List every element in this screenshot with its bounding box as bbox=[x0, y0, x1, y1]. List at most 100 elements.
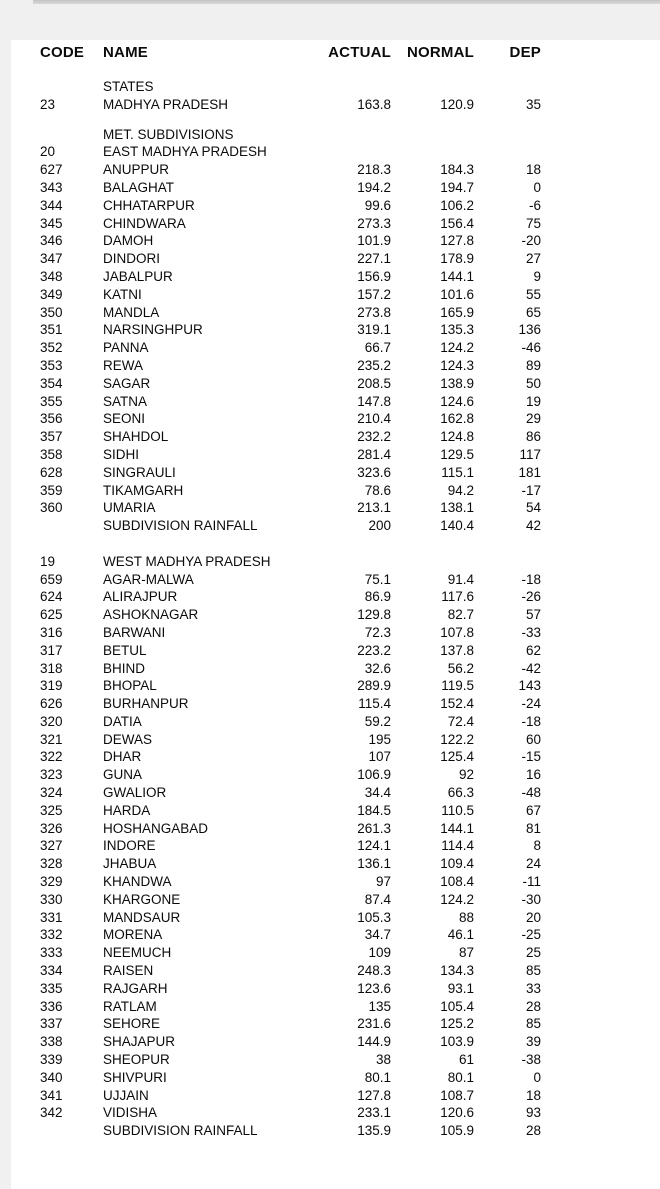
table-row: 319 BHOPAL 289.9 119.5 143 bbox=[40, 677, 541, 695]
cell-normal: 138.9 bbox=[440, 375, 474, 391]
cell-code bbox=[40, 517, 103, 535]
cell-dep: 57 bbox=[525, 607, 541, 623]
cell-actual: 231.6 bbox=[357, 1016, 391, 1032]
cell-normal: 94.2 bbox=[447, 482, 474, 498]
cell-normal: 107.8 bbox=[440, 624, 474, 640]
cell-actual: 72.3 bbox=[364, 624, 391, 640]
cell-dep: 54 bbox=[525, 500, 541, 516]
cell-dep: 19 bbox=[525, 393, 541, 409]
cell-code: 19 bbox=[40, 553, 56, 569]
cell-normal: 124.8 bbox=[440, 429, 474, 445]
cell-actual bbox=[311, 78, 391, 96]
cell-dep: 25 bbox=[525, 945, 541, 961]
cell-actual: 323.6 bbox=[357, 464, 391, 480]
cell-name: BHIND bbox=[103, 660, 146, 676]
cell-dep: 85 bbox=[525, 963, 541, 979]
table-row: 358 SIDHI 281.4 129.5 117 bbox=[40, 446, 541, 464]
table-row: 350 MANDLA 273.8 165.9 65 bbox=[40, 304, 541, 322]
cell-name: SEONI bbox=[103, 411, 146, 427]
cell-name: SEHORE bbox=[103, 1016, 161, 1032]
cell-actual: 248.3 bbox=[357, 963, 391, 979]
cell-actual: 194.2 bbox=[357, 179, 391, 195]
cell-code: 328 bbox=[40, 856, 63, 872]
cell-code: 330 bbox=[40, 891, 63, 907]
cell-code: 319 bbox=[40, 678, 63, 694]
table-row: 359 TIKAMGARH 78.6 94.2 -17 bbox=[40, 482, 541, 500]
cell-dep: 89 bbox=[525, 357, 541, 373]
cell-normal: 127.8 bbox=[440, 233, 474, 249]
cell-code: 627 bbox=[40, 162, 63, 178]
cell-dep: 50 bbox=[525, 375, 541, 391]
cell-normal: 162.8 bbox=[440, 411, 474, 427]
cell-actual: 86.9 bbox=[364, 589, 391, 605]
table-row: 322 DHAR 107 125.4 -15 bbox=[40, 748, 541, 766]
cell-dep: -6 bbox=[528, 197, 541, 213]
table-row: 349 KATNI 157.2 101.6 55 bbox=[40, 286, 541, 304]
cell-dep bbox=[474, 553, 541, 571]
header-code: CODE bbox=[40, 44, 85, 61]
cell-name: VIDISHA bbox=[103, 1105, 158, 1121]
table-row: 338 SHAJAPUR 144.9 103.9 39 bbox=[40, 1033, 541, 1051]
table-row: 327 INDORE 124.1 114.4 8 bbox=[40, 837, 541, 855]
cell-name: DEWAS bbox=[103, 731, 153, 747]
cell-normal: 165.9 bbox=[440, 304, 474, 320]
cell-normal: 124.3 bbox=[440, 357, 474, 373]
cell-normal: 124.2 bbox=[440, 340, 474, 356]
cell-dep: -24 bbox=[521, 696, 541, 712]
cell-code: 20 bbox=[40, 144, 56, 160]
cell-code: 357 bbox=[40, 429, 63, 445]
table-row: 324 GWALIOR 34.4 66.3 -48 bbox=[40, 784, 541, 802]
cell-normal: 194.7 bbox=[440, 179, 474, 195]
cell-name: ANUPPUR bbox=[103, 162, 170, 178]
cell-name: KHANDWA bbox=[103, 874, 172, 890]
cell-actual: 129.8 bbox=[357, 607, 391, 623]
cell-normal: 101.6 bbox=[440, 286, 474, 302]
cell-actual: 34.4 bbox=[364, 785, 391, 801]
cell-dep: 18 bbox=[525, 1087, 541, 1103]
cell-name: INDORE bbox=[103, 838, 156, 854]
cell-name: SUBDIVISION RAINFALL bbox=[103, 1123, 258, 1139]
cell-code: 624 bbox=[40, 589, 63, 605]
table-row: 355 SATNA 147.8 124.6 19 bbox=[40, 393, 541, 411]
cell-dep: -17 bbox=[521, 482, 541, 498]
cell-normal: 80.1 bbox=[447, 1069, 474, 1085]
section-label-row: STATES bbox=[40, 78, 541, 96]
cell-normal: 144.1 bbox=[440, 820, 474, 836]
cell-dep: 16 bbox=[525, 767, 541, 783]
cell-normal bbox=[391, 126, 474, 144]
header-dep: DEP bbox=[509, 44, 541, 61]
cell-name: SHAJAPUR bbox=[103, 1034, 176, 1050]
cell-actual: 200 bbox=[368, 518, 391, 534]
cell-name: KHARGONE bbox=[103, 891, 181, 907]
cell-dep: 33 bbox=[525, 980, 541, 996]
cell-dep: 20 bbox=[525, 909, 541, 925]
cell-normal: 156.4 bbox=[440, 215, 474, 231]
cell-actual: 99.6 bbox=[364, 197, 391, 213]
cell-name: SIDHI bbox=[103, 446, 140, 462]
cell-dep: 117 bbox=[519, 446, 541, 462]
cell-name: JHABUA bbox=[103, 856, 157, 872]
cell-actual: 80.1 bbox=[364, 1069, 391, 1085]
table-row: 354 SAGAR 208.5 138.9 50 bbox=[40, 375, 541, 393]
cell-actual: 66.7 bbox=[364, 340, 391, 356]
table-row: 323 GUNA 106.9 92 16 bbox=[40, 766, 541, 784]
cell-code: 346 bbox=[40, 233, 63, 249]
cell-name: MET. SUBDIVISIONS bbox=[103, 126, 234, 142]
cell-actual: 107 bbox=[368, 749, 391, 765]
cell-dep: 8 bbox=[533, 838, 541, 854]
cell-normal: 124.2 bbox=[440, 891, 474, 907]
cell-actual: 235.2 bbox=[357, 357, 391, 373]
cell-dep bbox=[474, 126, 541, 144]
cell-name: RATLAM bbox=[103, 998, 157, 1014]
cell-code: 354 bbox=[40, 375, 63, 391]
cell-dep: 181 bbox=[518, 464, 541, 480]
cell-actual: 34.7 bbox=[364, 927, 391, 943]
cell-dep: -48 bbox=[521, 785, 541, 801]
cell-actual: 195 bbox=[368, 731, 391, 747]
cell-actual: 233.1 bbox=[357, 1105, 391, 1121]
cell-normal: 88 bbox=[458, 909, 474, 925]
cell-normal: 135.3 bbox=[440, 322, 474, 338]
cell-code: 333 bbox=[40, 945, 63, 961]
table-row: 341 UJJAIN 127.8 108.7 18 bbox=[40, 1087, 541, 1105]
cell-actual: 273.8 bbox=[357, 304, 391, 320]
